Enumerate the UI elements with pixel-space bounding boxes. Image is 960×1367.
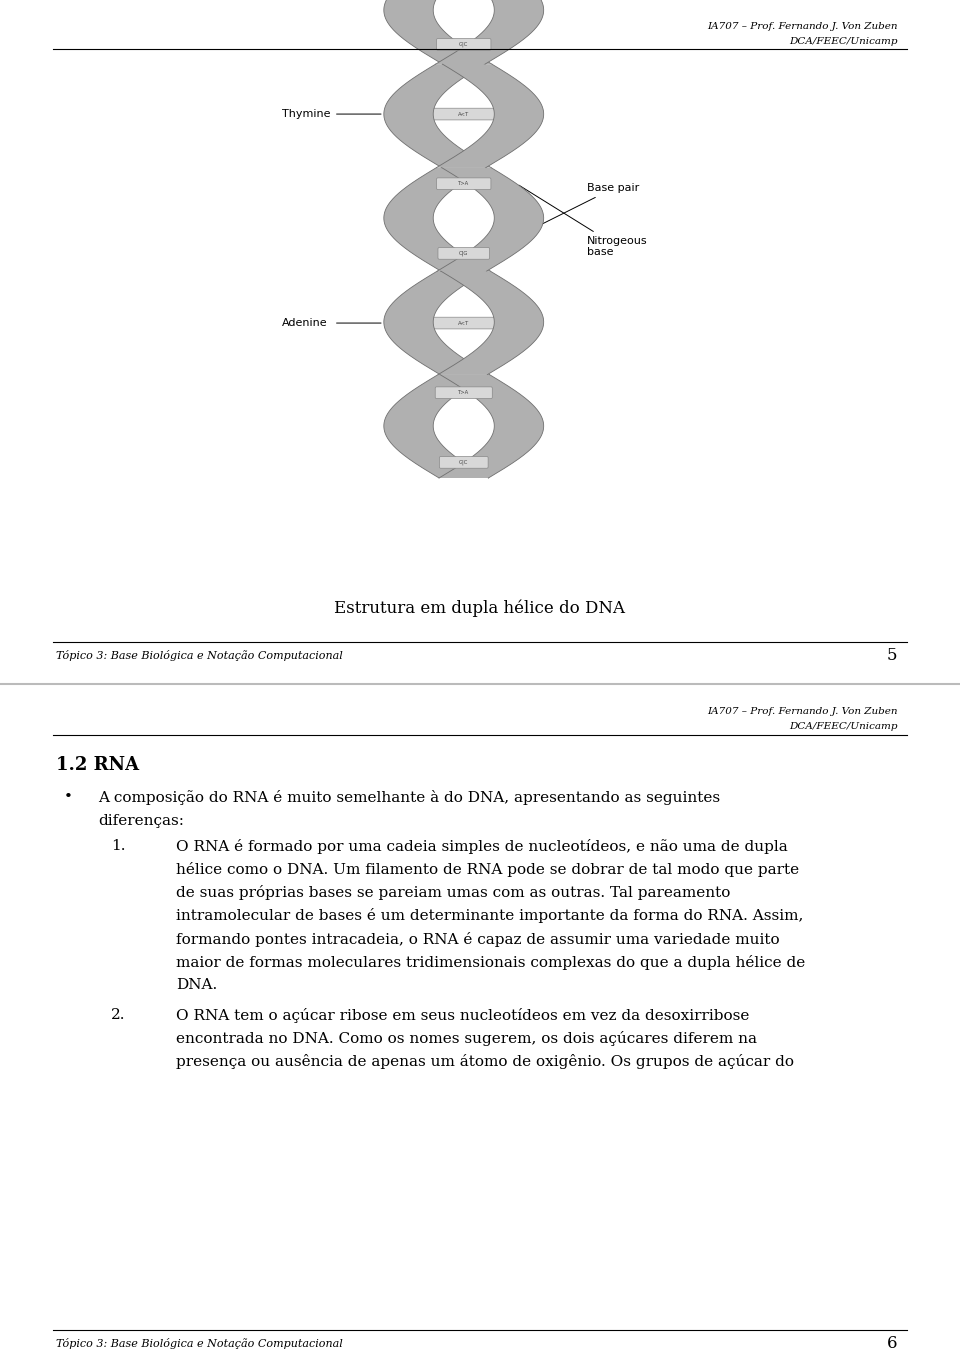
Polygon shape (384, 271, 490, 375)
Text: T>A: T>A (458, 390, 469, 395)
Text: O RNA é formado por uma cadeia simples de nucleotídeos, e não uma de dupla: O RNA é formado por uma cadeia simples d… (176, 839, 787, 854)
Text: A<T: A<T (458, 112, 469, 116)
Text: A<T: A<T (458, 320, 469, 325)
Text: Nitrogeous
base: Nitrogeous base (519, 185, 648, 257)
FancyBboxPatch shape (412, 108, 516, 120)
Text: encontrada no DNA. Como os nomes sugerem, os dois açúcares diferem na: encontrada no DNA. Como os nomes sugerem… (176, 1031, 756, 1046)
Text: de suas próprias bases se pareiam umas com as outras. Tal pareamento: de suas próprias bases se pareiam umas c… (176, 886, 730, 901)
Text: hélice como o DNA. Um filamento de RNA pode se dobrar de tal modo que parte: hélice como o DNA. Um filamento de RNA p… (176, 863, 799, 878)
Text: Adenine: Adenine (282, 319, 327, 328)
Polygon shape (384, 64, 492, 168)
Text: Thymine: Thymine (282, 109, 330, 119)
Text: C|G: C|G (459, 250, 468, 256)
Text: G|C: G|C (459, 41, 468, 46)
Text: Estrutura em dupla hélice do DNA: Estrutura em dupla hélice do DNA (334, 599, 626, 617)
FancyBboxPatch shape (437, 38, 491, 51)
Polygon shape (437, 64, 543, 168)
Text: IA707 – Prof. Fernando J. Von Zuben: IA707 – Prof. Fernando J. Von Zuben (708, 22, 898, 30)
FancyBboxPatch shape (437, 178, 491, 190)
Text: T>A: T>A (458, 182, 469, 186)
Text: DCA/FEEC/Unicamp: DCA/FEEC/Unicamp (789, 37, 898, 46)
Text: A composição do RNA é muito semelhante à do DNA, apresentando as seguintes: A composição do RNA é muito semelhante à… (98, 790, 720, 805)
Text: O RNA tem o açúcar ribose em seus nucleotídeos em vez da desoxirribose: O RNA tem o açúcar ribose em seus nucleo… (176, 1007, 749, 1023)
Text: G|C: G|C (459, 459, 468, 465)
Text: DNA.: DNA. (176, 977, 217, 992)
Text: Base pair: Base pair (486, 183, 639, 252)
Text: IA707 – Prof. Fernando J. Von Zuben: IA707 – Prof. Fernando J. Von Zuben (708, 707, 898, 715)
Text: Tópico 3: Base Biológica e Notação Computacional: Tópico 3: Base Biológica e Notação Compu… (56, 651, 343, 662)
Text: 1.2 RNA: 1.2 RNA (56, 756, 139, 774)
Text: •: • (64, 790, 73, 804)
Polygon shape (438, 168, 543, 271)
Polygon shape (384, 0, 492, 64)
Text: diferenças:: diferenças: (98, 813, 184, 827)
Polygon shape (384, 375, 489, 478)
FancyBboxPatch shape (412, 317, 516, 329)
Polygon shape (438, 271, 543, 375)
Polygon shape (384, 168, 491, 271)
Text: 6: 6 (887, 1334, 898, 1352)
Text: 2.: 2. (110, 1007, 125, 1023)
Text: presença ou ausência de apenas um átomo de oxigênio. Os grupos de açúcar do: presença ou ausência de apenas um átomo … (176, 1054, 794, 1069)
Text: 1.: 1. (110, 839, 125, 853)
Text: intramolecular de bases é um determinante importante da forma do RNA. Assim,: intramolecular de bases é um determinant… (176, 909, 804, 924)
Text: formando pontes intracadeia, o RNA é capaz de assumir uma variedade muito: formando pontes intracadeia, o RNA é cap… (176, 932, 780, 946)
Polygon shape (436, 0, 543, 64)
Text: Tópico 3: Base Biológica e Notação Computacional: Tópico 3: Base Biológica e Notação Compu… (56, 1338, 343, 1349)
Text: DCA/FEEC/Unicamp: DCA/FEEC/Unicamp (789, 722, 898, 730)
FancyBboxPatch shape (435, 387, 492, 399)
Polygon shape (439, 375, 543, 478)
FancyBboxPatch shape (440, 457, 488, 469)
FancyBboxPatch shape (438, 247, 490, 260)
Text: 5: 5 (887, 647, 898, 664)
Text: maior de formas moleculares tridimensionais complexas do que a dupla hélice de: maior de formas moleculares tridimension… (176, 954, 804, 969)
